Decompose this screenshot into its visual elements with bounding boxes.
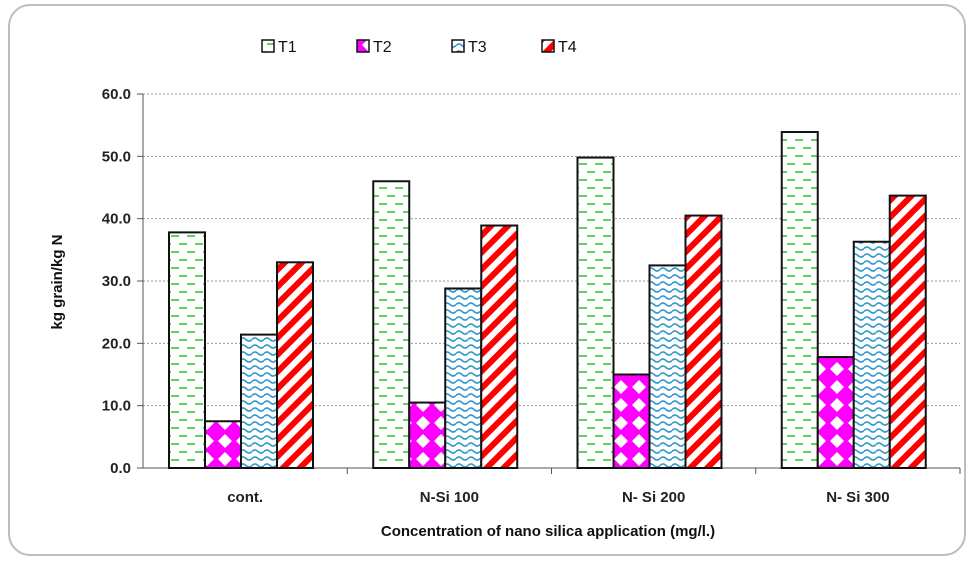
legend-swatch-t3 (451, 39, 465, 53)
bar-t2-3 (612, 373, 651, 469)
bar-t4-2 (480, 224, 519, 469)
bar-t4-4 (888, 194, 927, 469)
bar-t2-4 (816, 356, 855, 469)
bar-t3-1 (240, 333, 278, 469)
bar-t3-4 (852, 240, 891, 469)
y-tick-labels: 0.0 10.0 20.0 30.0 40.0 50.0 60.0 (102, 86, 131, 477)
y-axis-title: kg grain/kg N (49, 234, 66, 329)
legend-swatch-t2 (356, 39, 370, 53)
legend-label-t3: T3 (468, 39, 487, 56)
y-tick-label: 40.0 (102, 211, 131, 228)
legend-swatch-t4 (541, 39, 555, 53)
y-tick-label: 20.0 (102, 335, 131, 352)
y-tick-label: 0.0 (110, 460, 131, 477)
x-tick-labels: cont. N-Si 100 N- Si 200 N- Si 300 (227, 489, 889, 506)
bar-t4-1 (276, 261, 314, 469)
y-tick-label: 60.0 (102, 86, 131, 103)
bar-t3-3 (648, 264, 687, 469)
bar-t1-4 (780, 131, 819, 469)
y-tick-label: 50.0 (102, 148, 131, 165)
bar-t2-1 (204, 420, 242, 469)
bar-t3-2 (444, 287, 483, 470)
bar-t2-2 (408, 401, 447, 469)
legend: T1 T2 T3 T4 (261, 39, 577, 56)
y-tick-label: 10.0 (102, 398, 131, 415)
legend-label-t1: T1 (278, 39, 297, 56)
x-axis-title: Concentration of nano silica application… (381, 523, 715, 540)
bar-t1-2 (372, 180, 411, 469)
x-tick-label: N- Si 200 (622, 489, 685, 506)
x-tick-label: N-Si 100 (420, 489, 479, 506)
bars (168, 131, 927, 470)
legend-swatch-t1 (261, 39, 275, 53)
bar-t1-1 (168, 231, 206, 469)
bar-t4-3 (684, 214, 723, 469)
y-tick-label: 30.0 (102, 273, 131, 290)
legend-label-t4: T4 (558, 39, 577, 56)
legend-label-t2: T2 (373, 39, 392, 56)
x-tick-label: cont. (227, 489, 263, 506)
x-tick-label: N- Si 300 (826, 489, 889, 506)
bar-t1-3 (576, 156, 615, 470)
